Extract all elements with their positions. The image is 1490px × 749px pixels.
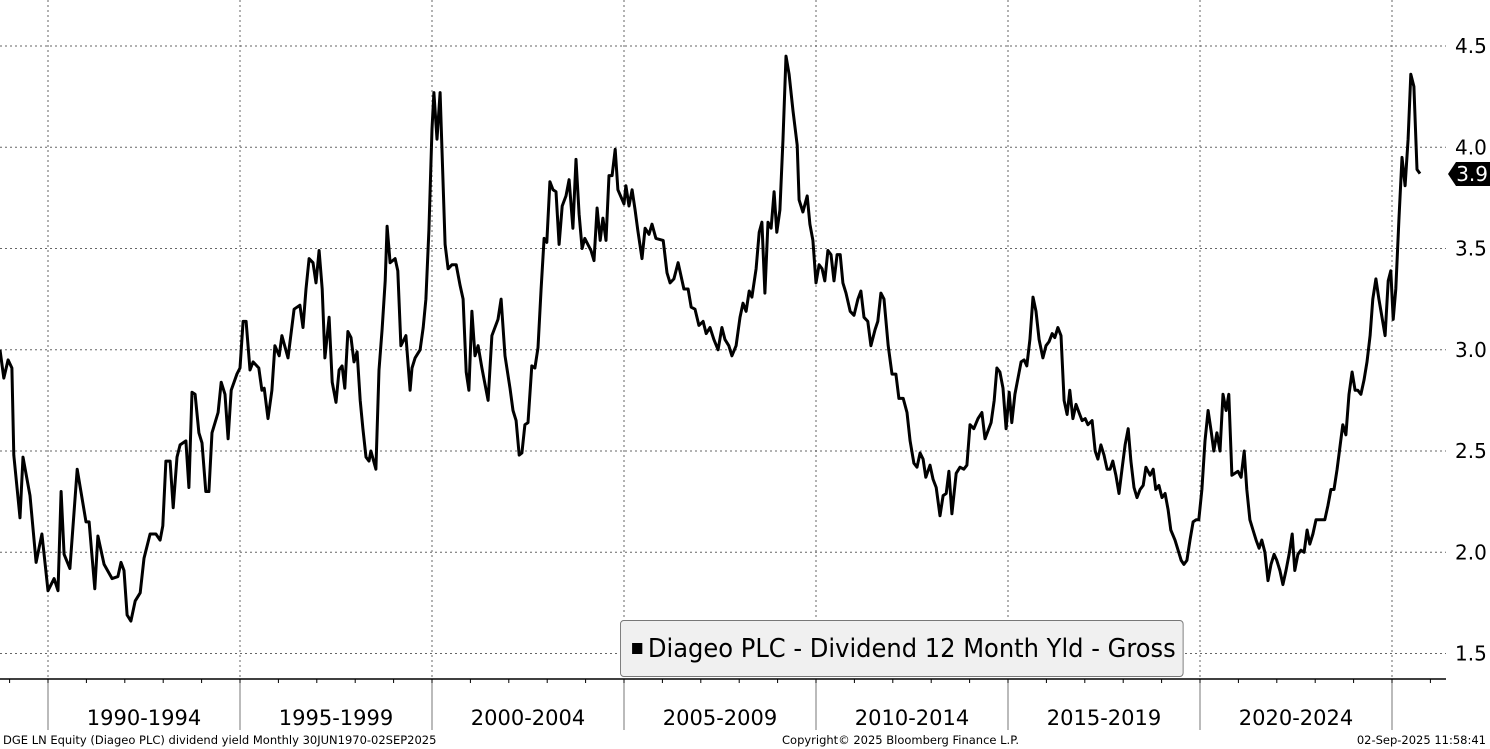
footer-timestamp: 02-Sep-2025 11:58:41 <box>1356 733 1486 747</box>
y-tick-label: 4.5 <box>1455 34 1487 58</box>
x-category-label: 1995-1999 <box>279 706 393 730</box>
legend: Diageo PLC - Dividend 12 Month Yld - Gro… <box>620 620 1184 677</box>
legend-swatch <box>632 643 643 654</box>
x-category-label: 2000-2004 <box>471 706 585 730</box>
y-tick-label: 2.5 <box>1455 439 1487 463</box>
series-line-diageo-yield <box>0 54 1422 623</box>
y-tick-label: 2.0 <box>1455 540 1487 564</box>
y-tick-label: 4.0 <box>1455 135 1487 159</box>
y-tick-label: 1.5 <box>1455 642 1487 666</box>
axes <box>0 678 1446 730</box>
footer-security-description: DGE LN Equity (Diageo PLC) dividend yiel… <box>3 733 437 747</box>
gridlines <box>0 0 1446 679</box>
x-category-label: 2015-2019 <box>1047 706 1161 730</box>
footer-copyright: Copyright© 2025 Bloomberg Finance L.P. <box>782 733 1019 747</box>
x-category-label: 2020-2024 <box>1239 706 1353 730</box>
y-tick-label: 3.0 <box>1455 338 1487 362</box>
x-category-label: 1990-1994 <box>87 706 201 730</box>
axis-labels: 1.5 2.0 2.5 3.0 3.5 4.0 4.5 1990-1994 1995-1999 2… <box>87 34 1487 730</box>
x-category-label: 2005-2009 <box>663 706 777 730</box>
last-value-tag: 3.9 <box>1448 162 1490 186</box>
y-tick-label: 3.5 <box>1455 237 1487 261</box>
legend-label: Diageo PLC - Dividend 12 Month Yld - Gro… <box>647 633 1176 664</box>
x-category-label: 2010-2014 <box>855 706 969 730</box>
